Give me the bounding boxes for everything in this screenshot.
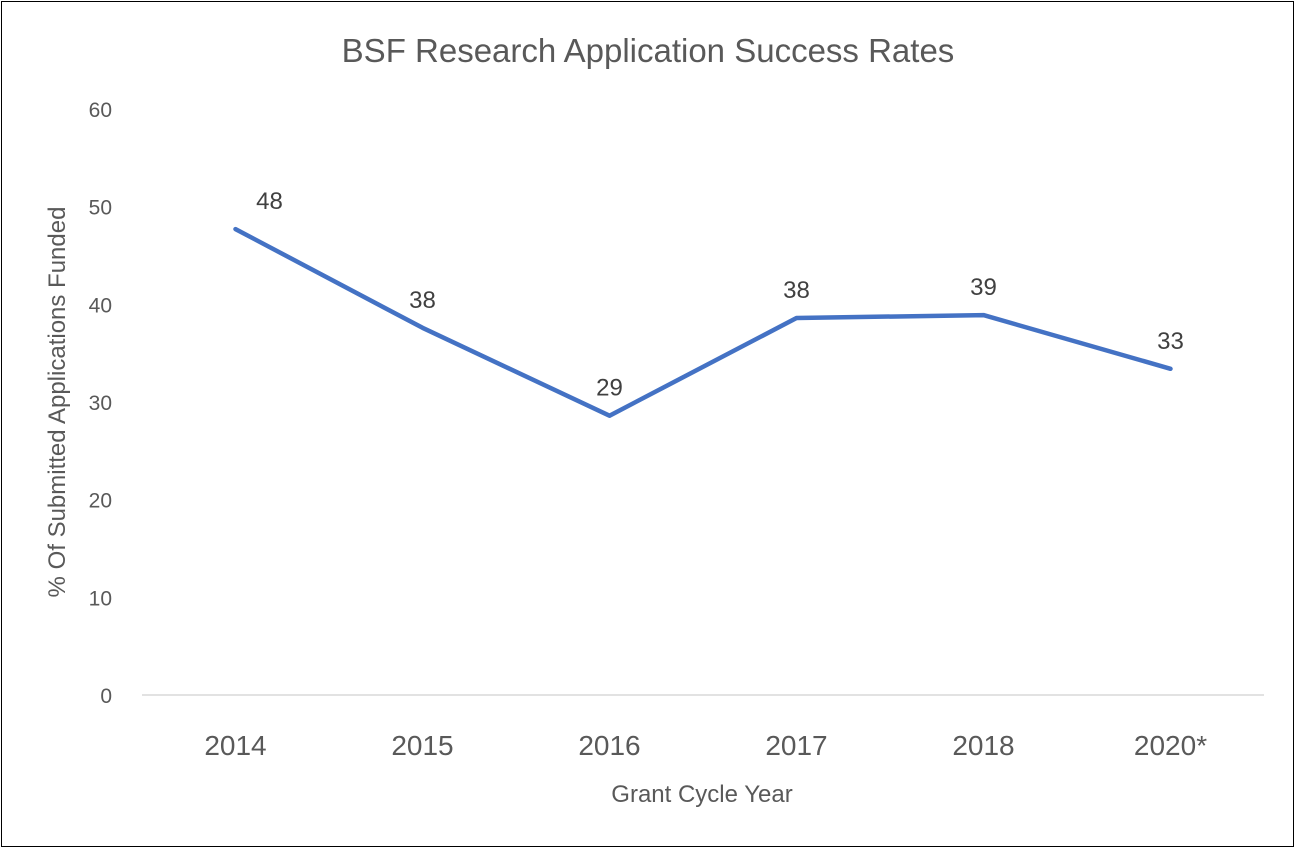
y-tick-label: 60 (89, 99, 112, 122)
y-tick-label: 40 (89, 294, 112, 317)
x-tick-label: 2014 (204, 730, 266, 761)
x-tick-label: 2017 (765, 730, 827, 761)
data-labels: 48 38 29 38 39 33 (256, 188, 1184, 402)
series-line (233, 226, 1173, 418)
x-tick-label: 2018 (952, 730, 1014, 761)
y-tick-label: 50 (89, 197, 112, 220)
y-tick-label: 0 (100, 685, 112, 708)
data-label: 38 (783, 277, 810, 304)
x-tick-label: 2015 (391, 730, 453, 761)
y-axis-ticks: 0 10 20 30 40 50 60 (89, 99, 112, 708)
x-tick-label: 2020* (1134, 730, 1207, 761)
y-axis-label: % Of Submitted Applications Funded (44, 207, 71, 598)
data-label: 33 (1157, 328, 1184, 355)
y-tick-label: 30 (89, 392, 112, 415)
x-axis-label: Grant Cycle Year (611, 781, 792, 808)
y-tick-label: 20 (89, 490, 112, 513)
x-axis-ticks: 2014 2015 2016 2017 2018 2020* (204, 730, 1207, 761)
data-label: 29 (596, 375, 623, 402)
x-tick-label: 2016 (578, 730, 640, 761)
data-label: 39 (970, 274, 997, 301)
data-label: 38 (409, 287, 436, 314)
data-label: 48 (256, 188, 283, 215)
y-tick-label: 10 (89, 587, 112, 610)
chart-title: BSF Research Application Success Rates (342, 32, 955, 69)
